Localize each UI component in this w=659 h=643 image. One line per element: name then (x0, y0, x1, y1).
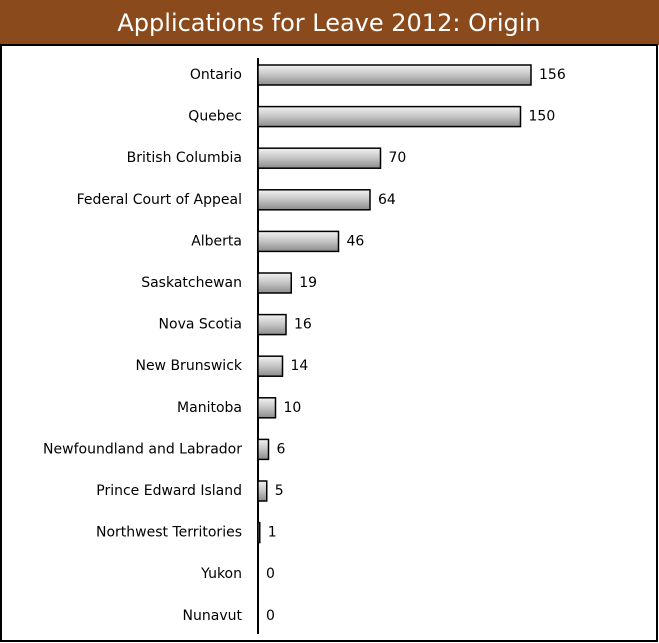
bar (257, 480, 268, 502)
bar (257, 189, 371, 211)
title-bar (0, 0, 659, 45)
bar (257, 230, 340, 253)
bar (257, 105, 522, 128)
category-label: Quebec (188, 109, 242, 125)
value-label: 5 (275, 483, 284, 499)
value-label: 70 (389, 150, 407, 166)
bar (257, 438, 270, 461)
bar (257, 355, 284, 377)
chart-title: Applications for Leave 2012: Origin (117, 9, 540, 37)
value-label: 6 (277, 441, 286, 457)
category-label: Manitoba (177, 400, 242, 416)
bar (257, 272, 292, 294)
value-label: 14 (291, 358, 309, 374)
category-label: Prince Edward Island (96, 483, 242, 499)
value-label: 1 (268, 525, 277, 541)
bar (257, 147, 382, 169)
category-label: Yukon (200, 566, 242, 582)
value-label: 150 (529, 109, 556, 125)
value-label: 10 (284, 400, 302, 416)
bar (257, 313, 287, 336)
bar (257, 397, 277, 419)
category-label: Nova Scotia (159, 317, 242, 333)
bar (257, 521, 261, 544)
category-label: Alberta (191, 233, 242, 249)
frame (0, 44, 658, 642)
bar (257, 64, 532, 86)
value-label: 64 (378, 192, 396, 208)
value-label: 16 (294, 317, 312, 333)
value-label: 0 (266, 608, 275, 624)
category-label: Nunavut (183, 608, 243, 624)
value-label: 19 (299, 275, 317, 291)
category-label: Federal Court of Appeal (77, 192, 242, 208)
category-label: Ontario (190, 67, 242, 83)
category-label: New Brunswick (135, 358, 242, 374)
category-label: British Columbia (127, 150, 242, 166)
category-label: Saskatchewan (141, 275, 242, 291)
value-label: 0 (266, 566, 275, 582)
value-label: 46 (347, 233, 365, 249)
value-label: 156 (539, 67, 566, 83)
category-label: Northwest Territories (96, 525, 242, 541)
category-label: Newfoundland and Labrador (43, 441, 242, 457)
